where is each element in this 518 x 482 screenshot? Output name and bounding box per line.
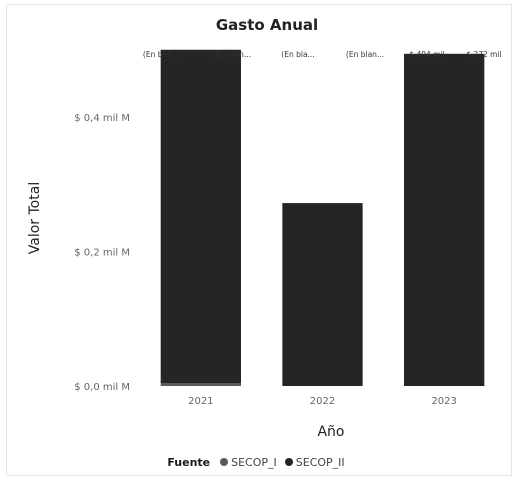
data-label: $ 272 mil: [466, 50, 501, 59]
legend-label-secop-i: SECOP_I: [231, 455, 277, 469]
x-axis-title: Año: [317, 424, 344, 440]
legend-dot-secop-i: [220, 458, 229, 466]
data-label: (En bla...: [281, 50, 314, 59]
bar-secop-ii-2021: [160, 49, 241, 384]
x-tick-label: 2023: [431, 396, 456, 407]
legend-item-secop-i[interactable]: SECOP_I: [218, 456, 277, 469]
legend: Fuente SECOP_I SECOP_II: [0, 452, 518, 472]
y-tick-label: $ 0,0 mil M: [74, 382, 130, 393]
y-tick-label: $ 0,2 mil M: [74, 248, 130, 259]
bar-secop-ii-2022: [282, 203, 363, 386]
data-label: (En blan...: [143, 50, 181, 59]
x-tick-label: 2021: [188, 396, 213, 407]
legend-title: Fuente: [167, 455, 211, 469]
data-label: (En blan...: [213, 50, 251, 59]
y-axis-title: Valor Total: [27, 182, 43, 254]
data-label: (En blan...: [346, 50, 384, 59]
legend-item-secop-ii[interactable]: SECOP_II: [283, 456, 345, 469]
legend-label-secop-ii: SECOP_II: [295, 455, 345, 469]
chart-title: Gasto Anual: [216, 16, 318, 34]
y-tick-label: $ 0,4 mil M: [74, 113, 130, 124]
legend-dot-secop-ii: [284, 458, 293, 466]
bar-secop-ii-2023: [404, 53, 485, 386]
data-label: $ 494 mil: [409, 50, 444, 59]
x-tick-label: 2022: [310, 396, 335, 407]
bar-secop-i-2021: [160, 383, 241, 386]
